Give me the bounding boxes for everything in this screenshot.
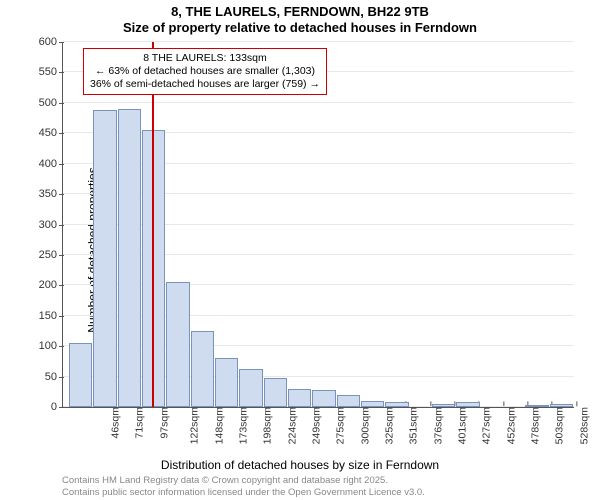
x-tick-label: 249sqm <box>310 407 322 444</box>
x-tick-label: 478sqm <box>529 407 541 444</box>
page-title-line2: Size of property relative to detached ho… <box>0 20 600 35</box>
y-tick-label: 200 <box>39 279 63 291</box>
y-tick-label: 250 <box>39 249 63 261</box>
page-title-line1: 8, THE LAURELS, FERNDOWN, BH22 9TB <box>0 4 600 19</box>
footer-line1: Contains HM Land Registry data © Crown c… <box>62 475 425 486</box>
annotation-line: 36% of semi-detached houses are larger (… <box>90 78 320 91</box>
histogram-bar <box>550 404 573 407</box>
x-tick-label: 122sqm <box>189 407 201 444</box>
histogram-bar <box>361 401 384 407</box>
property-marker-line <box>152 42 154 407</box>
histogram-bar <box>337 395 360 407</box>
histogram-bar <box>432 404 455 407</box>
x-tick-label: 351sqm <box>408 407 420 444</box>
histogram-bar <box>191 331 214 407</box>
histogram-bar <box>385 402 408 407</box>
x-tick-label: 503sqm <box>554 407 566 444</box>
x-tick-label: 528sqm <box>578 407 590 444</box>
histogram-bar <box>525 405 548 407</box>
x-axis-label: Distribution of detached houses by size … <box>161 458 439 472</box>
x-tick-label: 275sqm <box>335 407 347 444</box>
histogram-bar <box>166 282 189 407</box>
y-tick-label: 0 <box>51 401 63 413</box>
y-tick-label: 500 <box>39 97 63 109</box>
x-tick-label: 427sqm <box>481 407 493 444</box>
bars-container <box>63 42 574 407</box>
histogram-bar <box>312 390 335 407</box>
x-tick-label: 224sqm <box>286 407 298 444</box>
x-tick-label: 173sqm <box>237 407 249 444</box>
x-tick-label: 376sqm <box>432 407 444 444</box>
y-tick-label: 350 <box>39 188 63 200</box>
histogram-bar <box>93 110 116 407</box>
annotation-line: ← 63% of detached houses are smaller (1,… <box>90 65 320 78</box>
x-tick-label: 46sqm <box>110 407 122 439</box>
y-tick-label: 50 <box>45 371 63 383</box>
histogram-bar <box>69 343 92 407</box>
x-tick-label: 300sqm <box>359 407 371 444</box>
footer-line2: Contains public sector information licen… <box>62 487 425 498</box>
annotation-box: 8 THE LAURELS: 133sqm← 63% of detached h… <box>83 48 327 95</box>
x-tick-label: 452sqm <box>505 407 517 444</box>
x-tick-label: 97sqm <box>158 407 170 439</box>
x-tick-label: 71sqm <box>134 407 146 439</box>
histogram-bar <box>288 389 311 407</box>
chart-plot-area: 46sqm71sqm97sqm122sqm148sqm173sqm198sqm2… <box>62 42 574 408</box>
y-tick-label: 600 <box>39 36 63 48</box>
y-tick-label: 400 <box>39 158 63 170</box>
histogram-bar <box>456 402 479 407</box>
histogram-bar <box>239 369 262 407</box>
histogram-bar <box>264 378 287 407</box>
annotation-line: 8 THE LAURELS: 133sqm <box>90 52 320 65</box>
y-tick-label: 450 <box>39 127 63 139</box>
y-tick-label: 300 <box>39 219 63 231</box>
footer-attribution: Contains HM Land Registry data © Crown c… <box>62 475 425 498</box>
x-tick-label: 198sqm <box>262 407 274 444</box>
histogram-bar <box>118 109 141 407</box>
histogram-bar <box>215 358 238 407</box>
x-tick-label: 325sqm <box>383 407 395 444</box>
x-tick-label: 401sqm <box>456 407 468 444</box>
y-tick-label: 100 <box>39 340 63 352</box>
x-tick-label: 148sqm <box>213 407 225 444</box>
y-tick-label: 150 <box>39 310 63 322</box>
y-tick-label: 550 <box>39 66 63 78</box>
